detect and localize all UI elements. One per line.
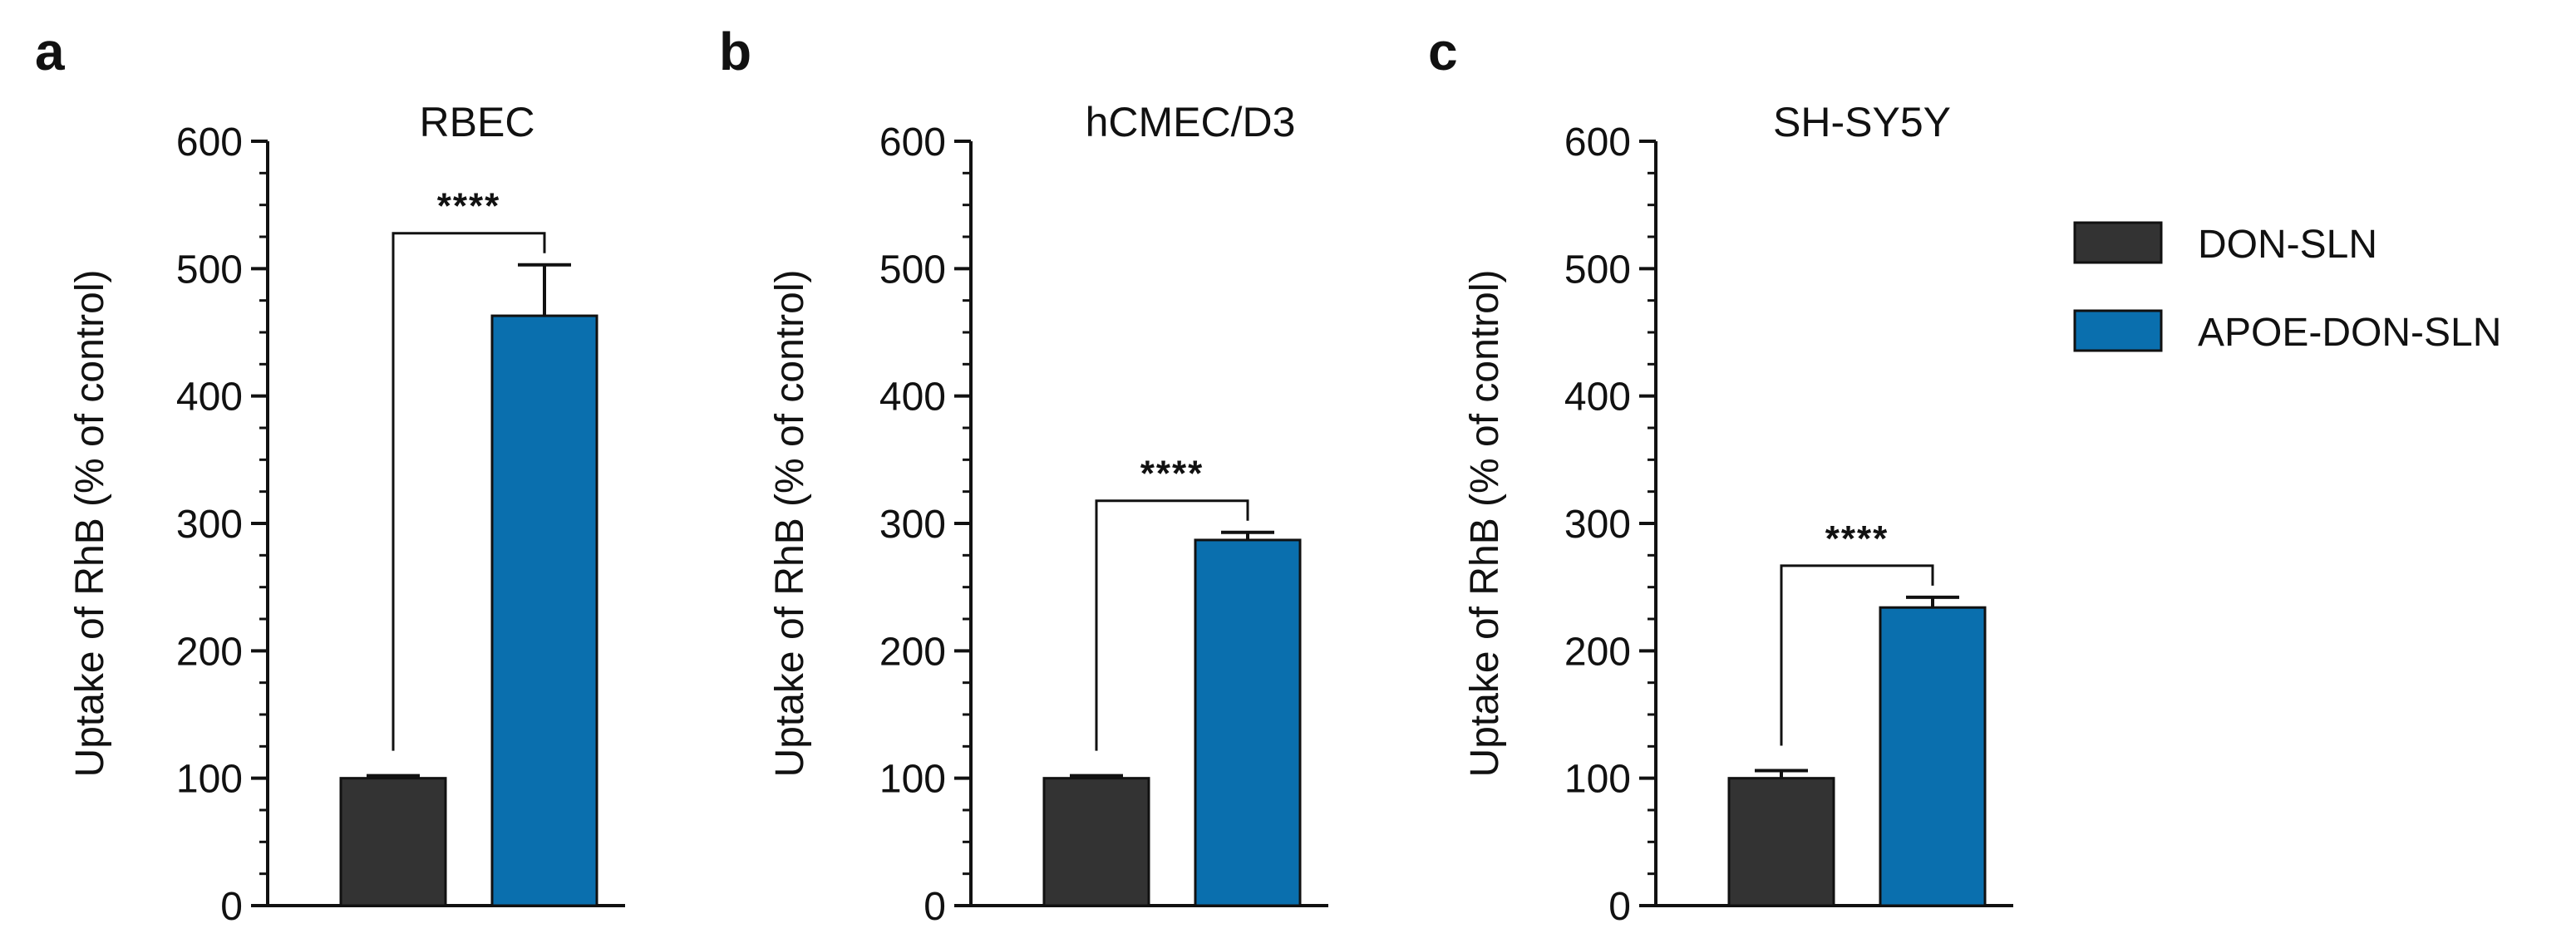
y-tick-label: 600 [879, 120, 946, 165]
legend-label: APOE-DON-SLN [2198, 311, 2501, 355]
chart-title: SH-SY5Y [1773, 99, 1951, 145]
y-tick-label: 0 [924, 885, 946, 929]
y-tick-label: 0 [1608, 885, 1631, 929]
panel-letter: c [1428, 22, 1458, 81]
y-tick-label: 100 [1564, 758, 1631, 802]
significance-bracket [392, 232, 546, 751]
panel-letter: b [719, 22, 751, 81]
significance-bracket [1095, 499, 1249, 751]
y-tick-label: 400 [879, 376, 946, 420]
y-axis-label: Uptake of RhB (% of control) [1463, 270, 1507, 778]
legend-item: DON-SLN [2073, 221, 2377, 267]
y-tick-label: 200 [879, 630, 946, 674]
bar-don-sln [339, 777, 447, 907]
chart-title: hCMEC/D3 [1086, 99, 1296, 145]
chart-title: RBEC [420, 99, 535, 145]
y-tick-label: 300 [1564, 503, 1631, 547]
bar-apoe-don-sln [1879, 606, 1987, 907]
significance-bracket [1780, 564, 1934, 746]
chart-panel-b: b hCMEC/D3 Uptake of RhB (% of control) 0 10… [719, 22, 1328, 929]
bar-don-sln [1042, 777, 1150, 907]
legend-swatch [2073, 221, 2163, 264]
bar-don-sln [1727, 777, 1835, 907]
significance-label: **** [437, 186, 501, 227]
y-tick-label: 300 [176, 503, 243, 547]
y-tick-label: 0 [220, 885, 243, 929]
bar-apoe-don-sln [1194, 538, 1302, 907]
y-tick-label: 100 [176, 758, 243, 802]
y-tick-label: 600 [1564, 120, 1631, 165]
y-tick-label: 200 [1564, 630, 1631, 674]
chart-panel-a: a RBEC Uptake of RhB (% of control) 0 100 200… [35, 22, 625, 929]
y-tick-label: 500 [1564, 248, 1631, 292]
legend-item: APOE-DON-SLN [2073, 309, 2501, 355]
y-tick-label: 500 [879, 248, 946, 292]
bar-apoe-don-sln [490, 314, 598, 907]
significance-label: **** [1825, 518, 1889, 559]
y-tick-label: 500 [176, 248, 243, 292]
y-tick-label: 200 [176, 630, 243, 674]
chart-panel-c: c SH-SY5Y Uptake of RhB (% of control) 0 100… [1428, 22, 2013, 929]
significance-label: **** [1140, 454, 1204, 494]
y-tick-label: 300 [879, 503, 946, 547]
y-axis-label: Uptake of RhB (% of control) [68, 270, 112, 778]
legend-swatch [2073, 309, 2163, 352]
panels: a RBEC Uptake of RhB (% of control) 0 100 200… [35, 22, 2013, 929]
legend: DON-SLN APOE-DON-SLN [2073, 221, 2501, 355]
y-tick-label: 400 [1564, 376, 1631, 420]
y-tick-label: 100 [879, 758, 946, 802]
panel-letter: a [35, 22, 65, 81]
y-tick-label: 600 [176, 120, 243, 165]
y-axis-label: Uptake of RhB (% of control) [768, 270, 812, 778]
legend-label: DON-SLN [2198, 223, 2377, 267]
y-tick-label: 400 [176, 376, 243, 420]
